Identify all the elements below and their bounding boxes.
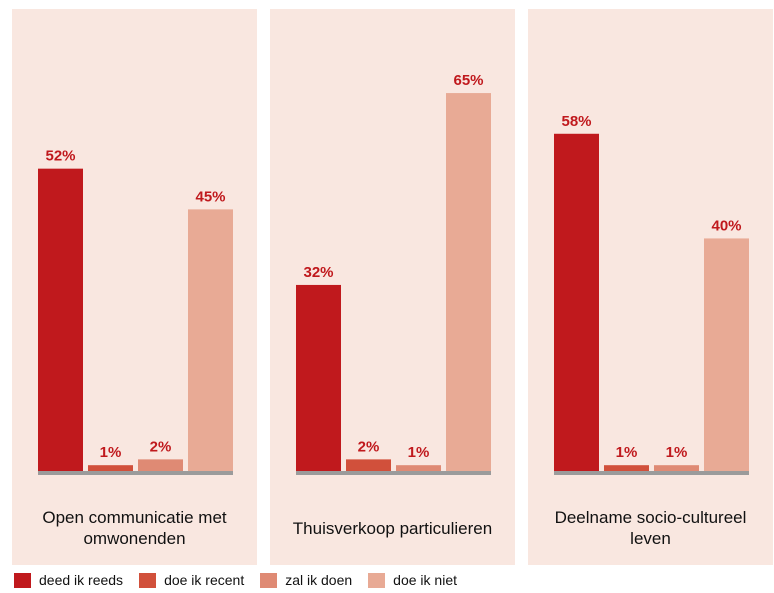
bar-label-3-4: 40% [711,217,741,234]
legend-item-2: doe ik recent [139,572,244,588]
bar-label-3-2: 1% [616,444,638,461]
bar-2-2 [346,459,391,471]
chart-panel-3: 58% 1% 1% 40% Deelname socio-cultureel leve… [528,9,773,565]
chart-panel-2: 32% 2% 1% 65% Thuisverkoop particulieren [270,9,515,565]
panel-plot-3: 58% 1% 1% 40% [554,113,749,475]
legend-swatch-3 [260,572,278,588]
bar-label-3-1: 58% [561,113,591,130]
bar-1-1 [38,168,83,471]
bar-1-2 [88,465,133,471]
baseline-2 [296,471,491,475]
baseline-3 [554,471,749,475]
bar-2-4 [446,93,491,472]
legend-label-3: zal ik doen [285,572,353,588]
bar-3-1 [554,133,599,471]
legend-swatch-1 [14,572,31,588]
bar-3-4 [704,238,749,471]
bar-1-3 [138,459,183,471]
baseline-1 [38,471,233,475]
panel-plot-2: 32% 2% 1% 65% [296,72,491,475]
legend-item-4: doe ik niet [368,572,457,588]
bar-label-1-2: 1% [100,444,122,461]
legend-label-2: doe ik recent [164,572,245,588]
legend: deed ik reeds doe ik recent zal ik doen … [14,572,473,588]
bar-label-2-4: 65% [453,72,483,89]
bar-label-1-4: 45% [195,188,225,205]
bar-3-3 [654,465,699,471]
bar-label-2-3: 1% [408,444,430,461]
legend-label-4: doe ik niet [393,572,457,588]
bar-2-1 [296,284,341,471]
bar-3-2 [604,465,649,471]
bar-label-1-3: 2% [150,438,172,455]
legend-swatch-2 [139,572,157,588]
bar-label-1-1: 52% [45,148,75,165]
legend-label-1: deed ik reeds [39,572,124,588]
panel-title-3: Deelname socio-cultureel leven [554,508,747,548]
legend-swatch-4 [368,572,386,588]
panel-plot-1: 52% 1% 2% 45% [38,148,233,475]
panel-title-2: Thuisverkoop particulieren [292,518,493,538]
panel-title-1: Open communicatie met omwonenden [42,508,227,548]
bar-label-2-1: 32% [303,264,333,281]
bar-label-2-2: 2% [358,438,380,455]
legend-item-1: deed ik reeds [14,572,123,588]
bar-2-3 [396,465,441,471]
bar-1-4 [188,209,233,471]
bar-label-3-3: 1% [666,444,688,461]
chart-panel-1: 52% 1% 2% 45% Open communicatie met omwonen… [12,9,257,565]
legend-item-3: zal ik doen [260,572,352,588]
